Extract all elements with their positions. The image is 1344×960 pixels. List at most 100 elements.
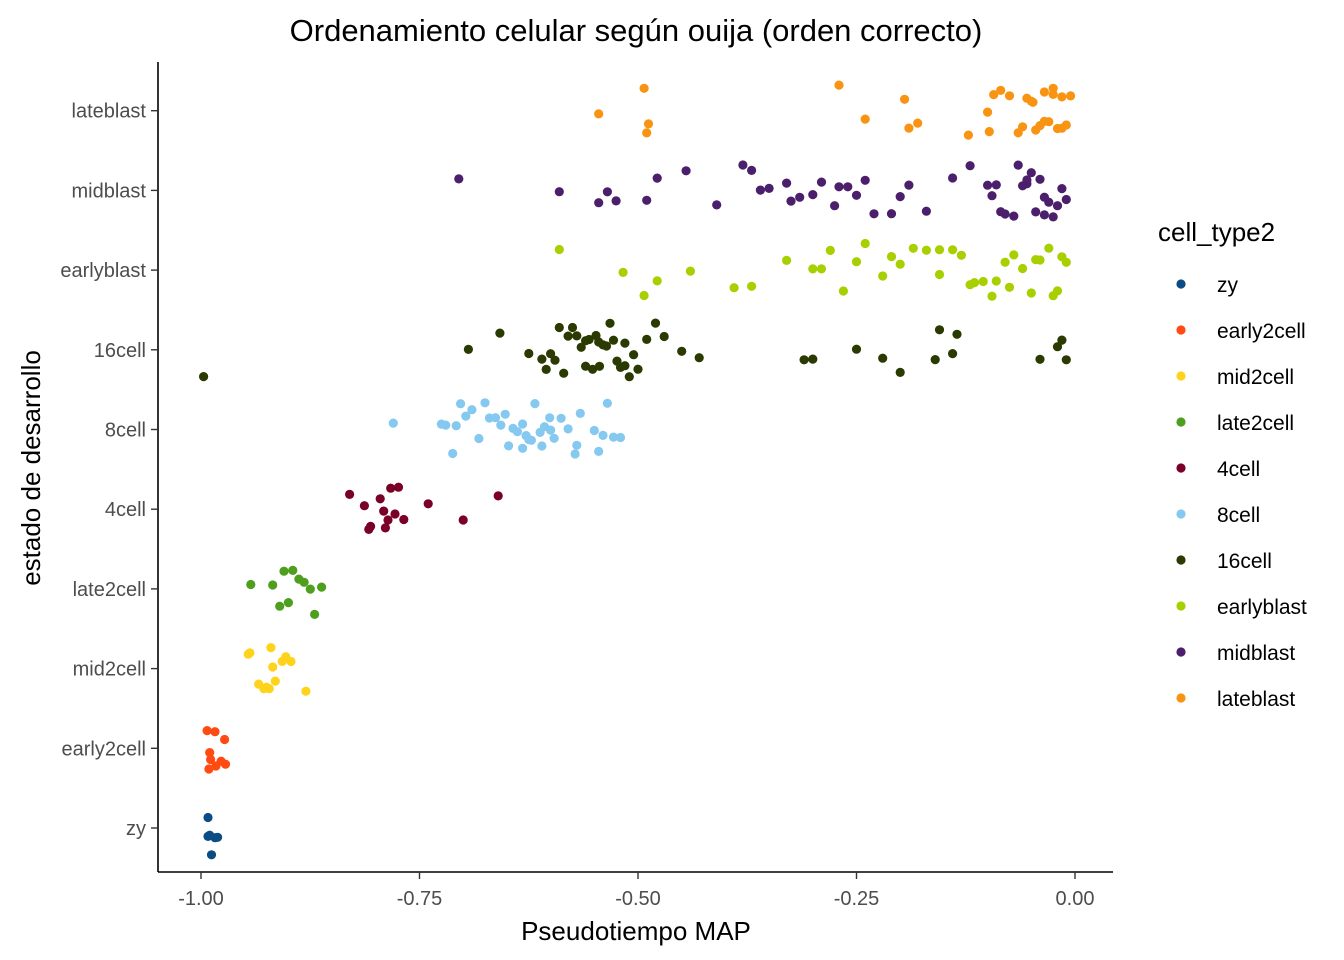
point-8cell (570, 449, 580, 459)
point-earlyblast (1004, 282, 1015, 292)
point-8cell (598, 430, 608, 440)
point-midblast (738, 160, 748, 170)
point-16cell (1035, 354, 1045, 364)
point-midblast (983, 180, 993, 190)
point-lateblast (1057, 92, 1067, 102)
point-16cell (799, 355, 809, 365)
point-earlyblast (729, 283, 739, 293)
y-tick-label: 16cell (94, 340, 146, 362)
point-early2cell (220, 734, 230, 745)
point-lateblast (989, 90, 999, 100)
point-earlyblast (618, 267, 628, 277)
point-16cell (550, 355, 560, 365)
point-4cell (375, 494, 385, 504)
point-earlyblast (825, 245, 835, 255)
point-8cell (602, 398, 613, 408)
point-midblast (1013, 160, 1023, 170)
legend-label: 4cell (1217, 458, 1260, 481)
y-tick-label: mid2cell (73, 659, 146, 681)
point-lateblast (1028, 97, 1038, 107)
point-lateblast (1044, 117, 1054, 127)
point-midblast (1035, 174, 1045, 184)
point-earlyblast (747, 281, 757, 291)
point-midblast (851, 190, 862, 200)
point-late2cell (246, 579, 256, 590)
point-midblast (764, 183, 774, 193)
point-earlyblast (639, 290, 649, 301)
legend-key-8cell (1176, 509, 1186, 519)
point-earlyblast (1048, 291, 1058, 301)
point-16cell (934, 325, 945, 335)
y-tick-label: lateblast (72, 101, 147, 123)
point-4cell (423, 499, 433, 509)
point-late2cell (310, 609, 320, 620)
point-mid2cell (301, 686, 311, 696)
legend-key-16cell (1176, 555, 1186, 565)
point-midblast (594, 198, 604, 208)
y-axis-title: estado de desarrollo (16, 350, 46, 586)
point-midblast (681, 166, 691, 176)
point-8cell (512, 427, 523, 437)
point-16cell (546, 349, 556, 359)
legend: zy early2cell mid2cell late2cell 4cell 8cell 1… (1176, 274, 1307, 711)
point-early2cell (210, 727, 220, 737)
point-midblast (642, 195, 652, 205)
point-lateblast (963, 130, 974, 140)
point-late2cell (283, 598, 293, 608)
point-earlyblast (1018, 263, 1028, 274)
point-midblast (782, 178, 792, 188)
point-earlyblast (1000, 257, 1010, 267)
legend-key-earlyblast (1176, 601, 1186, 611)
point-8cell (456, 399, 466, 409)
point-late2cell (305, 584, 315, 594)
point-early2cell (206, 754, 216, 765)
point-lateblast (1004, 91, 1015, 101)
point-earlyblast (1044, 243, 1054, 253)
point-lateblast (860, 114, 870, 124)
x-tick-label: -1.00 (178, 888, 224, 910)
point-16cell (952, 329, 962, 339)
point-lateblast (1048, 83, 1058, 93)
point-midblast (1039, 192, 1049, 202)
point-midblast (712, 200, 722, 210)
point-midblast (987, 191, 997, 201)
point-16cell (620, 338, 630, 348)
point-earlyblast (934, 269, 945, 280)
legend-label: zy (1217, 274, 1239, 297)
point-16cell (581, 361, 591, 371)
point-lateblast (1039, 87, 1049, 97)
point-16cell (1061, 355, 1071, 365)
point-4cell (380, 523, 390, 533)
point-16cell (581, 336, 591, 346)
legend-label: 16cell (1217, 550, 1272, 573)
point-lateblast (984, 127, 994, 137)
point-midblast (834, 182, 844, 192)
point-late2cell (275, 601, 285, 611)
point-8cell (545, 413, 555, 423)
point-16cell (594, 361, 605, 371)
legend-key-late2cell (1176, 417, 1186, 427)
point-earlyblast (838, 286, 849, 296)
y-tick-label: zy (126, 818, 146, 840)
point-earlyblast (782, 255, 792, 265)
point-lateblast (996, 85, 1006, 95)
point-earlyblast (921, 245, 932, 255)
legend-label: early2cell (1217, 320, 1306, 343)
point-16cell (808, 354, 818, 364)
point-lateblast (904, 123, 914, 133)
point-8cell (518, 419, 528, 429)
point-16cell (495, 328, 505, 338)
point-8cell (530, 399, 540, 409)
legend-label: late2cell (1217, 412, 1294, 435)
legend-key-mid2cell (1176, 371, 1186, 381)
point-16cell (608, 335, 619, 345)
point-midblast (904, 180, 914, 190)
point-earlyblast (808, 264, 818, 274)
point-4cell (366, 521, 376, 532)
point-earlyblast (1026, 288, 1036, 298)
point-8cell (549, 433, 559, 443)
point-lateblast (1061, 120, 1071, 130)
point-earlyblast (816, 264, 827, 274)
point-16cell (650, 318, 661, 328)
point-midblast (1009, 211, 1019, 221)
